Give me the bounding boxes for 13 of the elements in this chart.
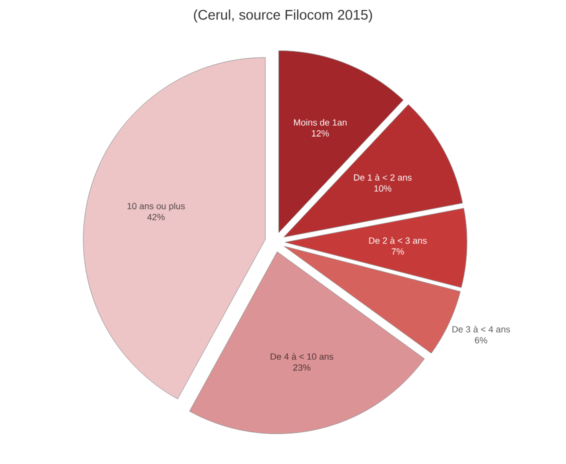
chart-title: (Cerul, source Filocom 2015) [194, 9, 372, 22]
data-label: 12% [312, 130, 329, 137]
slice-label: 10 ans ou plus [128, 202, 185, 212]
data-label: 7% [392, 248, 404, 255]
data-label: 6% [475, 337, 488, 344]
data-label: 10% [374, 185, 392, 192]
slice-label: De 4 à < 10 ans [270, 353, 334, 360]
slice-label: Moins de 1an [294, 119, 347, 126]
data-label: 42% [147, 214, 165, 220]
data-label: 23% [293, 364, 310, 371]
slice-label: De 3 à < 4 ans [452, 326, 510, 332]
slice-label: De 1 à < 2 ans [354, 174, 412, 181]
slice-label: De 2 à < 3 ans [369, 237, 427, 244]
